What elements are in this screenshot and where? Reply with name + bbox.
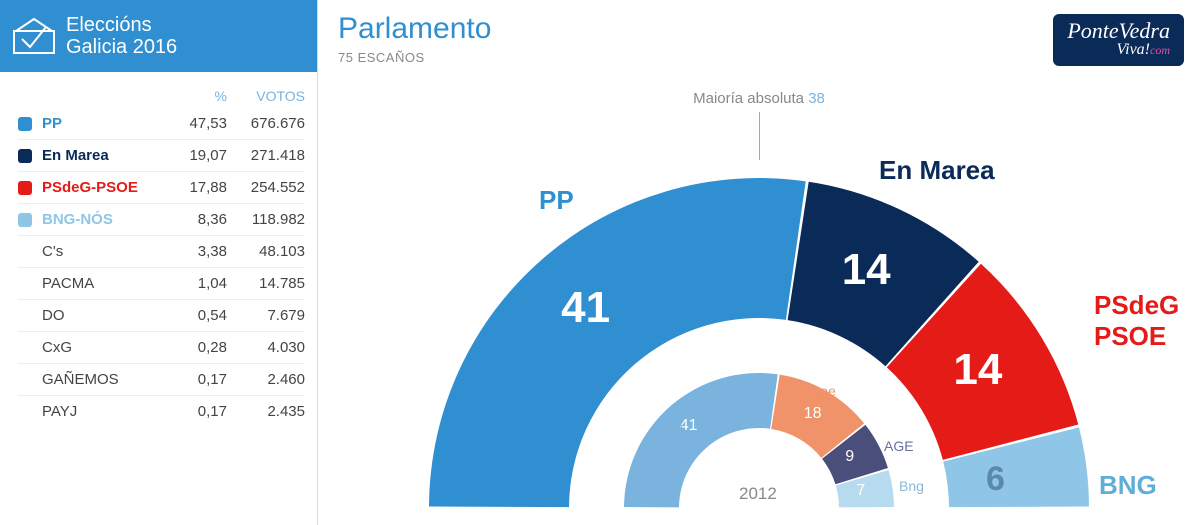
- party-name: PACMA: [36, 275, 167, 292]
- inner-seat-count: 9: [845, 448, 854, 466]
- party-votes: 271.418: [227, 147, 305, 164]
- majority-indicator-line: [759, 112, 760, 160]
- party-percent: 0,28: [167, 339, 227, 356]
- seat-count: 14: [842, 245, 891, 295]
- parliament-chart: 4114146PPEn MareaPSdeGPSOEBNG411897PPPso…: [318, 160, 1200, 520]
- party-percent: 47,53: [167, 115, 227, 132]
- sidebar: Eleccións Galicia 2016 % VOTOS PP47,5367…: [0, 0, 318, 525]
- table-row: BNG-NÓS8,36118.982: [18, 204, 305, 236]
- party-percent: 19,07: [167, 147, 227, 164]
- inner-party-label: PP: [664, 420, 683, 436]
- table-row: PP47,53676.676: [18, 108, 305, 140]
- party-votes: 14.785: [227, 275, 305, 292]
- party-name: BNG-NÓS: [36, 211, 167, 228]
- party-label: PP: [539, 185, 574, 216]
- title-line-2: Galicia 2016: [66, 36, 177, 58]
- inner-party-label: AGE: [884, 438, 914, 454]
- table-header: % VOTOS: [18, 82, 305, 108]
- inner-party-label: Psoe: [804, 383, 836, 399]
- party-label: PSdeGPSOE: [1094, 290, 1179, 352]
- arc-segment: [429, 178, 806, 507]
- ballot-icon: [12, 17, 56, 55]
- table-row: PSdeG-PSOE17,88254.552: [18, 172, 305, 204]
- party-votes: 254.552: [227, 179, 305, 196]
- chart-title: Parlamento: [338, 12, 491, 46]
- table-row: PACMA1,0414.785: [18, 268, 305, 300]
- table-row: DO0,547.679: [18, 300, 305, 332]
- logo-line-2: Viva!com: [1067, 42, 1170, 58]
- party-votes: 48.103: [227, 243, 305, 260]
- party-label: En Marea: [879, 155, 995, 186]
- table-row: PAYJ0,172.435: [18, 396, 305, 427]
- party-swatch: [18, 149, 32, 163]
- party-label: BNG: [1099, 470, 1157, 501]
- seat-count: 6: [986, 460, 1005, 499]
- semicircle-svg: [318, 160, 1200, 520]
- party-percent: 0,17: [167, 403, 227, 420]
- sidebar-header: Eleccións Galicia 2016: [0, 0, 317, 72]
- party-percent: 8,36: [167, 211, 227, 228]
- party-name: DO: [36, 307, 167, 324]
- chart-subtitle: 75 ESCAÑOS: [338, 50, 425, 65]
- party-name: PP: [36, 115, 167, 132]
- party-votes: 2.460: [227, 371, 305, 388]
- party-swatch: [18, 181, 32, 195]
- party-votes: 7.679: [227, 307, 305, 324]
- results-table: % VOTOS PP47,53676.676En Marea19,07271.4…: [0, 72, 317, 427]
- party-swatch: [18, 117, 32, 131]
- table-row: En Marea19,07271.418: [18, 140, 305, 172]
- party-percent: 0,54: [167, 307, 227, 324]
- party-votes: 2.435: [227, 403, 305, 420]
- party-votes: 4.030: [227, 339, 305, 356]
- party-percent: 0,17: [167, 371, 227, 388]
- inner-party-label: Bng: [899, 478, 924, 494]
- table-row: C's3,3848.103: [18, 236, 305, 268]
- majority-label: Maioría absoluta 38: [693, 90, 825, 107]
- party-name: En Marea: [36, 147, 167, 164]
- majority-value: 38: [808, 90, 825, 107]
- party-percent: 3,38: [167, 243, 227, 260]
- party-name: PSdeG-PSOE: [36, 179, 167, 196]
- party-name: C's: [36, 243, 167, 260]
- table-row: GAÑEMOS0,172.460: [18, 364, 305, 396]
- party-percent: 17,88: [167, 179, 227, 196]
- inner-seat-count: 7: [856, 482, 865, 500]
- party-swatch: [18, 213, 32, 227]
- seat-count: 14: [953, 345, 1002, 395]
- title-line-1: Eleccións: [66, 14, 177, 36]
- table-row: CxG0,284.030: [18, 332, 305, 364]
- sidebar-title: Eleccións Galicia 2016: [66, 14, 177, 58]
- party-name: CxG: [36, 339, 167, 356]
- party-name: GAÑEMOS: [36, 371, 167, 388]
- col-percent: %: [167, 88, 227, 104]
- party-percent: 1,04: [167, 275, 227, 292]
- party-votes: 118.982: [227, 211, 305, 228]
- party-votes: 676.676: [227, 115, 305, 132]
- col-votes: VOTOS: [227, 88, 305, 104]
- party-name: PAYJ: [36, 403, 167, 420]
- main-panel: Parlamento 75 ESCAÑOS PonteVedra Viva!co…: [318, 0, 1200, 525]
- inner-seat-count: 18: [804, 405, 822, 423]
- brand-logo: PonteVedra Viva!com: [1053, 14, 1184, 66]
- seat-count: 41: [561, 283, 610, 333]
- logo-line-1: PonteVedra: [1067, 20, 1170, 42]
- inner-year: 2012: [739, 484, 777, 504]
